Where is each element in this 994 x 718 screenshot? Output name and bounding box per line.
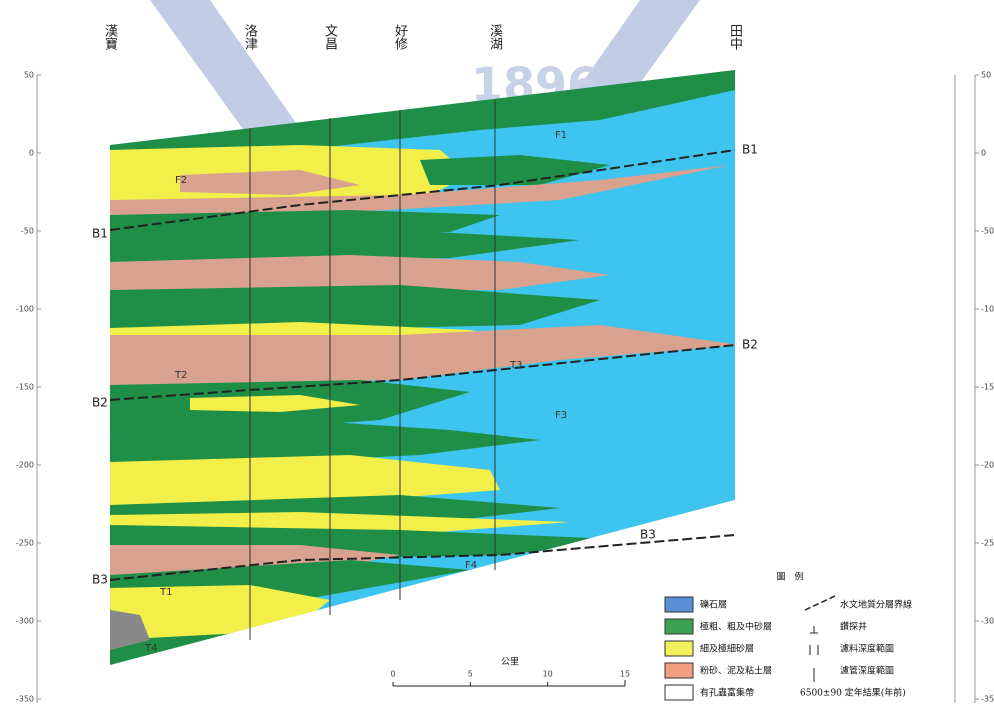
- boundary-label: B3: [640, 528, 656, 542]
- legend-title: 圖 例: [776, 571, 803, 583]
- legend-swatch: [665, 641, 693, 656]
- legend-swatch: [665, 685, 693, 700]
- legend-label: 極粗、粗及中砂層: [700, 621, 772, 633]
- scale-label: 10: [543, 670, 553, 679]
- depth-tick-label: -300: [16, 617, 34, 626]
- legend-label: 細及極細砂層: [700, 643, 754, 655]
- depth-tick-label: 50: [981, 71, 991, 80]
- legend-label: 礫石層: [700, 599, 727, 611]
- scale-label: 15: [620, 670, 630, 679]
- depth-tick-label: -100: [981, 305, 994, 314]
- station: 漢寶: [102, 24, 116, 50]
- depth-tick-label: 0: [29, 149, 34, 158]
- unit-label: F3: [555, 410, 567, 421]
- unit-label: T4: [144, 643, 157, 654]
- depth-tick-label: -150: [16, 383, 34, 392]
- depth-tick-label: -100: [16, 305, 34, 314]
- depth-tick-label: -250: [981, 539, 994, 548]
- station: 文昌: [322, 24, 336, 50]
- boundary-label: B1: [92, 227, 108, 241]
- station: 溪湖: [487, 24, 501, 50]
- station: 好修: [392, 24, 406, 50]
- legend-label: 濾管深度範圍: [840, 665, 894, 677]
- legend-label: 水文地質分層界線: [840, 599, 912, 611]
- legend-label: 濾料深度範圍: [840, 643, 894, 655]
- legend-swatch: [665, 663, 693, 678]
- depth-tick-label: -200: [981, 461, 994, 470]
- depth-tick-label: -250: [16, 539, 34, 548]
- legend-label: 粉砂、泥及粘土層: [700, 665, 772, 677]
- legend-swatch: [665, 597, 693, 612]
- unit-label: T2: [174, 370, 187, 381]
- boundary-label: B2: [742, 338, 758, 352]
- layers: [110, 60, 740, 680]
- unit-label: F4: [465, 560, 477, 571]
- depth-tick-label: -350: [981, 695, 994, 704]
- station: 田中: [727, 24, 741, 50]
- boundary-label: B2: [92, 396, 108, 410]
- unit-label: F1: [555, 130, 567, 141]
- depth-tick-label: -200: [16, 461, 34, 470]
- scale-label: 0: [390, 670, 395, 679]
- unit-label: T1: [159, 587, 172, 598]
- legend-swatch: [665, 619, 693, 634]
- depth-tick-label: -150: [981, 383, 994, 392]
- depth-tick-label: 0: [981, 149, 986, 158]
- boundary-label: B1: [742, 143, 758, 157]
- legend-label: 有孔蟲富集帶: [700, 687, 754, 699]
- legend-label: 鑽探井: [840, 621, 867, 633]
- depth-tick-label: -50: [21, 227, 34, 236]
- depth-tick-label: -300: [981, 617, 994, 626]
- cross-section: 1896 505000-5: [0, 0, 994, 718]
- unit-label: T3: [509, 360, 522, 371]
- legend-label: 6500±90 定年結果(年前): [800, 687, 906, 699]
- scale-label: 5: [468, 670, 473, 679]
- depth-tick-label: 50: [24, 71, 34, 80]
- page: 1896 505000-5: [0, 0, 994, 718]
- scale-unit: 公里: [501, 657, 519, 668]
- depth-tick-label: -50: [981, 227, 994, 236]
- station: 洛津: [242, 24, 256, 50]
- depth-tick-label: -350: [16, 695, 34, 704]
- boundary-label: B3: [92, 573, 108, 587]
- unit-label: F2: [175, 175, 187, 186]
